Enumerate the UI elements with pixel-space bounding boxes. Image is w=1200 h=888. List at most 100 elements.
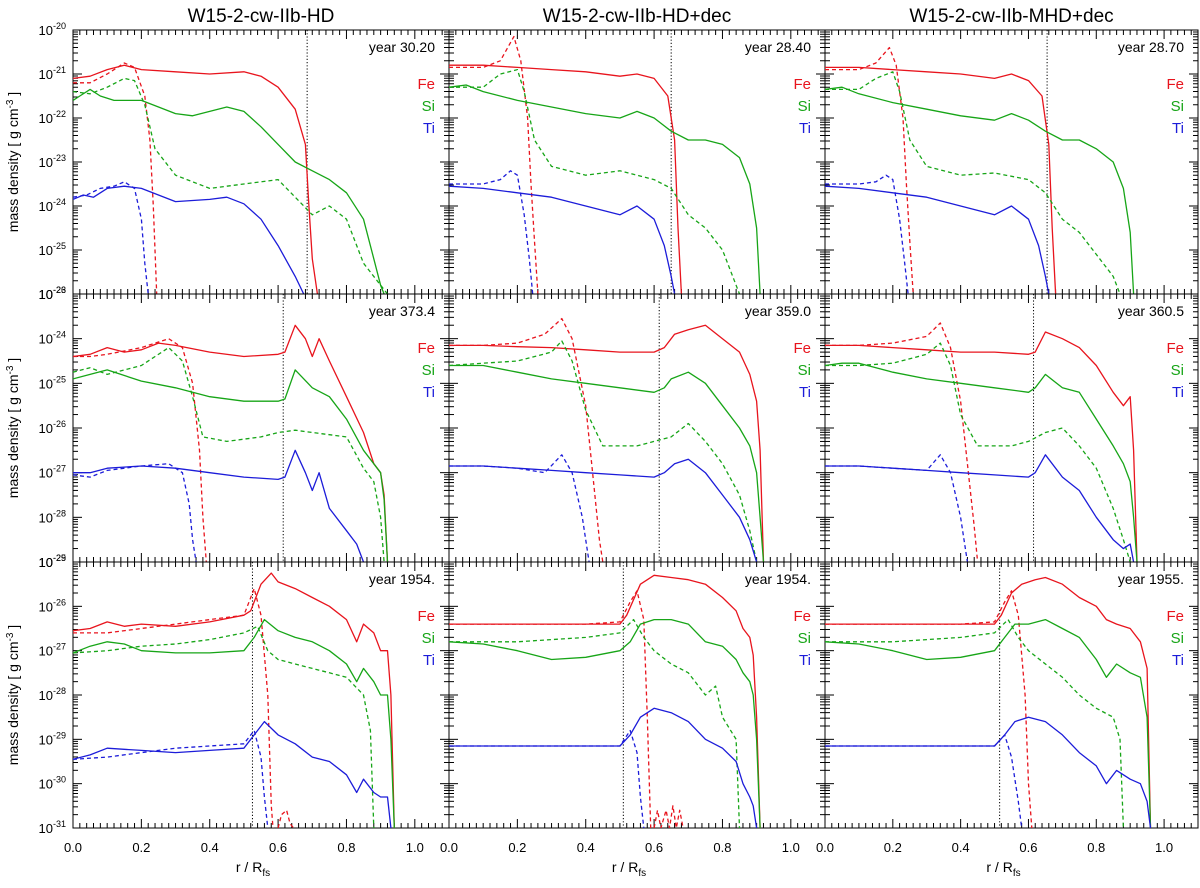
year-label: year 1954. <box>745 571 811 587</box>
series-line-si-dashed <box>825 618 1125 828</box>
year-label: year 360.5 <box>1118 303 1184 319</box>
y-tick-label: 10-29 <box>39 553 66 570</box>
column-title: W15-2-cw-IIb-MHD+dec <box>909 6 1113 27</box>
legend-fe: Fe <box>1166 340 1184 357</box>
legend-ti: Ti <box>1172 384 1184 401</box>
series-group <box>825 322 1138 562</box>
x-tick-label: 0.4 <box>952 840 970 855</box>
x-tick-label: 1.0 <box>782 840 800 855</box>
series-line-fe-dashed <box>825 322 979 562</box>
legend-si: Si <box>1171 362 1184 379</box>
series-line-ti-dashed <box>449 454 590 562</box>
series-line-fe-dashed <box>73 62 158 294</box>
legend-ti: Ti <box>1172 652 1184 669</box>
x-tick-label: 0.2 <box>132 840 150 855</box>
panel-frame <box>824 293 1199 563</box>
legend-fe: Fe <box>1166 76 1184 93</box>
y-tick-label: 10-25 <box>39 374 66 391</box>
y-tick-label: 10-27 <box>39 642 66 659</box>
series-line-ti-dashed <box>825 734 1023 828</box>
panel: 0.0 0.2 0.4 0.6 0.8 1.0 year 1954. Fe Si Ti <box>440 561 826 855</box>
legend-si: Si <box>798 98 811 115</box>
series-line-si-dashed <box>73 346 385 562</box>
series-line-si-dashed <box>825 71 1121 294</box>
series-line-ti-solid <box>825 716 1152 828</box>
series-line-ti-dashed <box>73 181 149 294</box>
panel-frame <box>72 293 450 563</box>
x-tick-label: 0.6 <box>645 840 663 855</box>
panel: year 28.40 Fe Si Ti <box>448 29 826 295</box>
series-line-ti-solid <box>73 720 392 828</box>
series-line-fe-solid <box>73 572 395 828</box>
series-group <box>449 317 765 562</box>
panel: year 360.5 Fe Si Ti <box>824 293 1199 563</box>
y-tick-label: 10-29 <box>39 730 66 747</box>
series-line-si-solid <box>73 369 389 562</box>
y-tick-label: 10-20 <box>39 21 66 38</box>
x-tick-label: 1.0 <box>406 840 424 855</box>
y-tick-label: 10-23 <box>39 153 66 170</box>
series-line-si-solid <box>73 618 395 828</box>
series-line-si-dashed <box>449 340 758 562</box>
legend-si: Si <box>422 630 435 647</box>
series-line-fe-dashed <box>73 587 274 828</box>
series-line-si-solid <box>449 364 765 562</box>
legend-fe: Fe <box>1166 608 1184 625</box>
legend-ti: Ti <box>799 652 811 669</box>
x-axis-label: r / Rfs <box>986 859 1020 879</box>
series-line-fe-solid <box>73 324 389 562</box>
y-tick-label: 10-26 <box>39 285 66 302</box>
series-group <box>449 574 761 828</box>
y-tick-label: 10-24 <box>39 330 66 347</box>
series-line-fe-solid <box>449 574 761 828</box>
column-title: W15-2-cw-IIb-HD <box>188 6 335 27</box>
y-tick-label: 10-27 <box>39 464 66 481</box>
series-line-fe-dashed <box>825 46 914 294</box>
series-line-ti-dashed <box>825 454 969 562</box>
x-tick-label: 0.0 <box>816 840 834 855</box>
x-tick-label: 0.8 <box>337 840 355 855</box>
series-line-fe-solid <box>825 576 1152 828</box>
legend-si: Si <box>1171 630 1184 647</box>
x-tick-label: 0.4 <box>577 840 595 855</box>
legend-ti: Ti <box>423 120 435 137</box>
year-label: year 1955. <box>1118 571 1184 587</box>
panel-frame <box>448 29 826 295</box>
series-line-fe-dashed <box>825 590 1033 828</box>
series-line-fe-solid <box>73 64 319 294</box>
panel: year 359.0 Fe Si Ti <box>448 293 826 563</box>
series-line-ti-dashed <box>73 463 197 562</box>
series-line-si-solid <box>449 84 761 294</box>
x-tick-label: 0.8 <box>713 840 731 855</box>
series-line-ti-dashed <box>449 170 534 294</box>
series-line-ti-solid <box>449 707 758 828</box>
legend-si: Si <box>798 362 811 379</box>
series-line-ti-dashed <box>73 729 269 828</box>
year-label: year 28.40 <box>745 39 811 55</box>
series-line-si-solid <box>825 362 1138 562</box>
panel-frame <box>448 293 826 563</box>
y-tick-label: 10-24 <box>39 197 66 214</box>
series-group <box>73 62 389 294</box>
series-line-ti-solid <box>73 185 305 294</box>
series-line-fe-solid <box>449 324 765 562</box>
legend-ti: Ti <box>799 120 811 137</box>
series-line-fe-dashed <box>73 338 207 562</box>
series-line-ti-solid <box>73 449 365 562</box>
series-line-fe-dashed <box>449 590 652 828</box>
series-line-si-dashed <box>73 77 389 294</box>
series-line-ti-dashed <box>449 729 645 828</box>
legend-si: Si <box>422 362 435 379</box>
x-tick-label: 1.0 <box>1155 840 1173 855</box>
year-label: year 28.70 <box>1118 39 1184 55</box>
x-tick-label: 0.2 <box>884 840 902 855</box>
legend-ti: Ti <box>1172 120 1184 137</box>
legend-fe: Fe <box>793 76 811 93</box>
series-line-ti-solid <box>825 454 1135 562</box>
panel: year 30.20 Fe Si Ti <box>72 29 450 295</box>
panel: year 373.4 Fe Si Ti <box>72 293 450 563</box>
series-line-fe-dashed <box>653 805 684 828</box>
panel-frame <box>448 561 826 829</box>
panel-frame <box>824 29 1199 295</box>
series-line-si-dashed <box>825 342 1131 562</box>
